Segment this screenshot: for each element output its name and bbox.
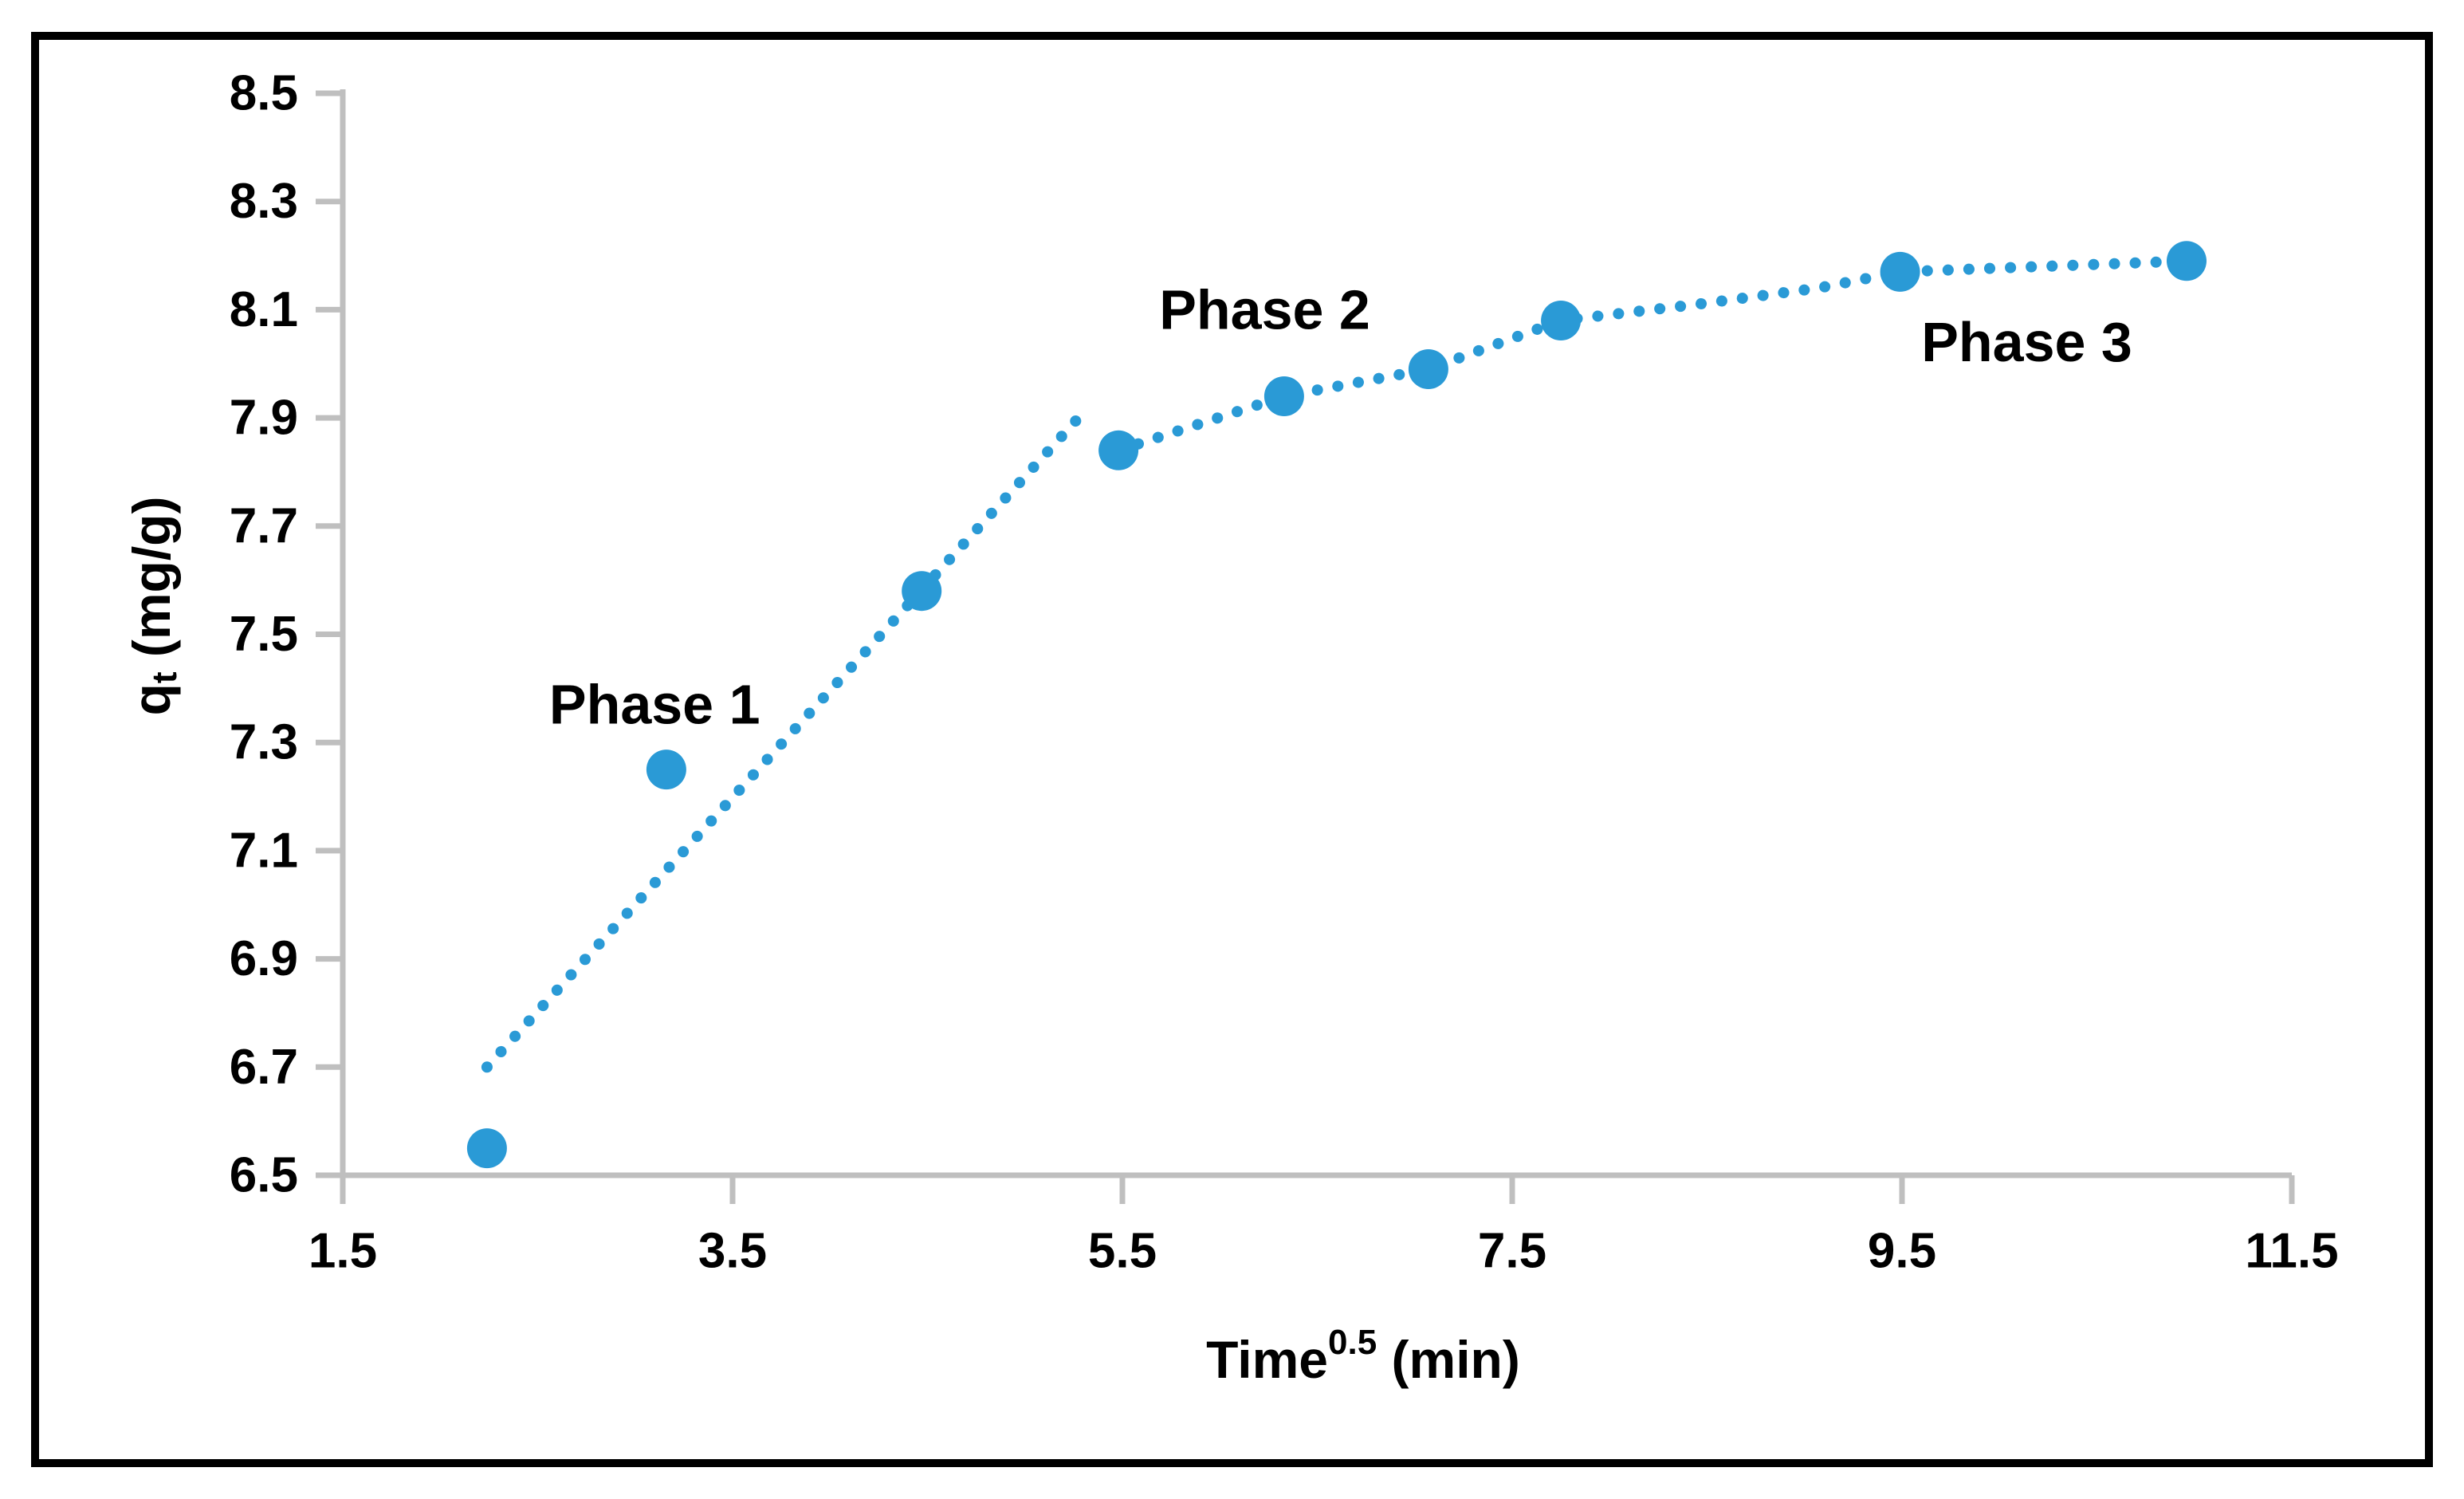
data-point-marker <box>646 750 686 790</box>
x-tick-label: 7.5 <box>1478 1224 1546 1279</box>
y-tick-label: 6.5 <box>230 1148 298 1203</box>
x-tick-label: 9.5 <box>1868 1224 1936 1279</box>
data-point-marker <box>1263 376 1304 416</box>
annotation-phase-3: Phase 3 <box>1921 311 2132 373</box>
data-point-marker <box>902 571 942 612</box>
data-point-marker <box>1408 349 1448 389</box>
y-tick-label: 7.7 <box>230 498 298 553</box>
data-point-marker <box>466 1128 507 1169</box>
x-tick-label: 11.5 <box>2245 1224 2338 1279</box>
y-tick-label: 7.3 <box>230 715 298 770</box>
y-tick-label: 7.1 <box>230 823 298 878</box>
annotation-phase-2: Phase 2 <box>1159 278 1370 340</box>
x-axis-ticks: 1.5 3.5 5.5 7.5 9.5 11.5 <box>308 1175 2339 1279</box>
y-tick-label: 7.9 <box>230 391 298 446</box>
data-point-marker <box>1098 430 1139 470</box>
x-axis-title: Time0.5 (min) <box>1206 1323 1520 1390</box>
data-point-marker <box>1541 301 1582 340</box>
phase-1-trendline <box>481 407 1090 1073</box>
annotation-phase-1: Phase 1 <box>549 674 760 736</box>
y-tick-label: 8.3 <box>230 174 298 229</box>
x-tick-label: 5.5 <box>1088 1224 1157 1279</box>
y-tick-label: 6.9 <box>230 931 298 986</box>
data-point-marker <box>2167 241 2207 281</box>
y-axis-title: qt (mg/g) <box>122 497 184 716</box>
y-tick-label: 6.7 <box>230 1040 298 1095</box>
y-tick-label: 8.5 <box>230 66 298 121</box>
y-axis-ticks: 8.5 8.3 8.1 7.9 7.7 7.5 7.3 7.1 6.9 6.7 6.5 <box>230 66 343 1203</box>
y-tick-label: 7.5 <box>230 607 298 662</box>
axes <box>322 89 2292 1204</box>
data-point-marker <box>1880 251 1920 292</box>
y-tick-label: 8.1 <box>230 282 298 337</box>
x-tick-label: 1.5 <box>308 1224 377 1279</box>
figure-border <box>31 32 2433 1467</box>
scatter-series <box>466 241 2207 1169</box>
x-tick-label: 3.5 <box>698 1224 767 1279</box>
